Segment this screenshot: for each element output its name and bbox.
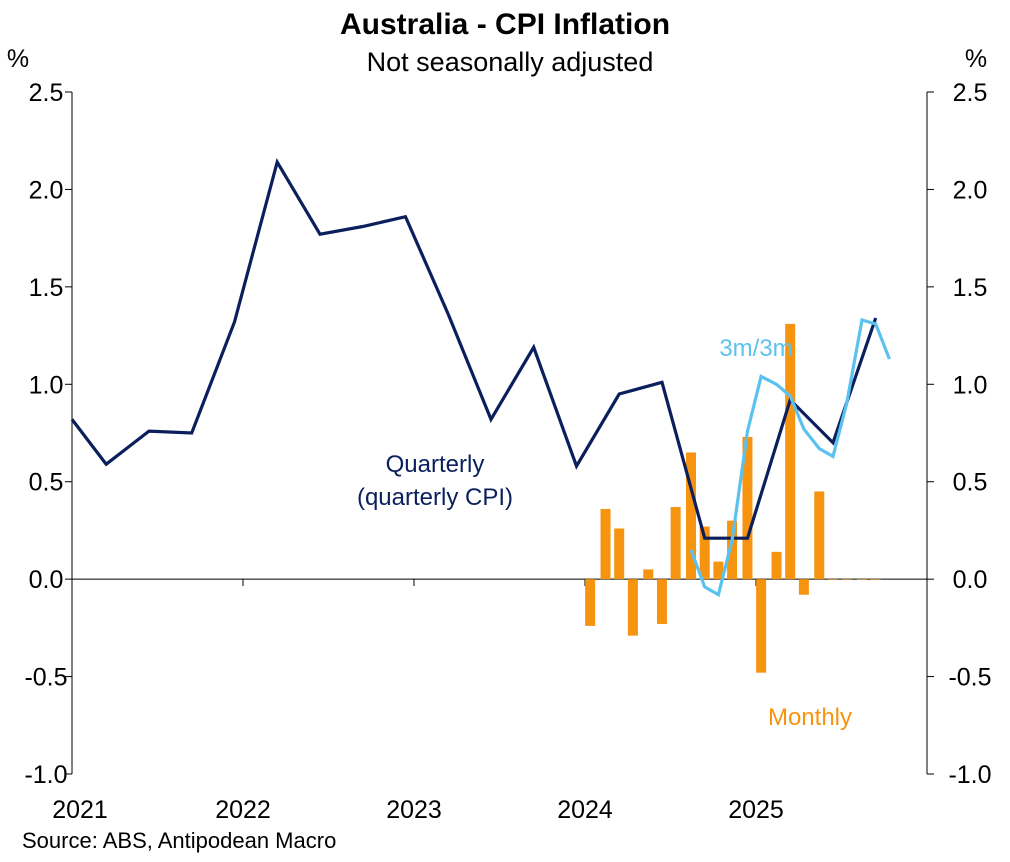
tick-labels: 2.5 2.5 2.0 2.0 1.5 1.5 1.0 1.0 0.5 0.5 0.0 0.0 -0.5… — [24, 79, 991, 824]
right-y-tick-label: 2.0 — [953, 176, 988, 204]
monthly-bar — [643, 569, 654, 580]
monthly-bar — [600, 508, 611, 580]
x-tick-label: 2023 — [386, 796, 442, 824]
monthly-bar — [742, 436, 753, 580]
monthly-bar — [713, 561, 724, 580]
quarterly-series-label: Quarterly — [386, 451, 485, 478]
monthly-bar — [727, 520, 738, 580]
monthly-bar — [756, 579, 767, 673]
monthly-bar — [614, 528, 625, 580]
left-y-tick-label: -1.0 — [24, 761, 67, 789]
left-y-tick-label: 0.0 — [29, 566, 64, 594]
right-y-tick-label: -0.5 — [948, 664, 991, 692]
x-tick-label: 2024 — [557, 796, 613, 824]
quarterly-line — [70, 158, 878, 540]
right-axis-unit: % — [965, 45, 987, 73]
right-y-tick-label: 2.5 — [953, 79, 988, 107]
three-month-series-label: 3m/3m — [719, 335, 792, 362]
chart-title: Australia - CPI Inflation — [340, 8, 670, 41]
monthly-bar — [627, 579, 638, 636]
x-tick-label: 2022 — [215, 796, 271, 824]
left-y-tick-label: 1.5 — [29, 274, 64, 302]
monthly-bar — [827, 579, 838, 580]
monthly-bar — [656, 579, 667, 624]
left-y-tick-label: 0.5 — [29, 469, 64, 497]
axes — [65, 91, 934, 775]
monthly-bar — [870, 579, 881, 580]
quarterly-series-sublabel: (quarterly CPI) — [357, 484, 513, 511]
right-y-tick-label: 1.0 — [953, 371, 988, 399]
monthly-bars — [585, 323, 881, 673]
monthly-bar — [798, 579, 809, 595]
x-tick-label: 2025 — [728, 796, 784, 824]
monthly-series-label: Monthly — [768, 704, 852, 731]
x-tick-label: 2021 — [52, 796, 108, 824]
right-y-tick-label: 0.5 — [953, 469, 988, 497]
monthly-bar — [841, 579, 852, 580]
left-y-tick-label: -0.5 — [24, 664, 67, 692]
right-y-tick-label: 1.5 — [953, 274, 988, 302]
monthly-bar — [771, 551, 782, 580]
monthly-bar — [686, 452, 697, 580]
left-y-tick-label: 2.0 — [29, 176, 64, 204]
monthly-bar — [857, 579, 868, 580]
three-month-line — [689, 317, 891, 598]
left-y-tick-label: 1.0 — [29, 371, 64, 399]
series-lines — [70, 158, 891, 598]
left-axis-unit: % — [7, 45, 29, 73]
left-y-tick-label: 2.5 — [29, 79, 64, 107]
monthly-bar — [585, 579, 596, 626]
monthly-bar — [699, 526, 710, 580]
monthly-bar — [814, 491, 825, 580]
chart-subtitle: Not seasonally adjusted — [367, 47, 654, 77]
right-y-tick-label: -1.0 — [948, 761, 991, 789]
right-y-tick-label: 0.0 — [953, 566, 988, 594]
monthly-bar — [670, 507, 681, 580]
monthly-bar — [785, 323, 796, 580]
source-note: Source: ABS, Antipodean Macro — [22, 828, 336, 853]
